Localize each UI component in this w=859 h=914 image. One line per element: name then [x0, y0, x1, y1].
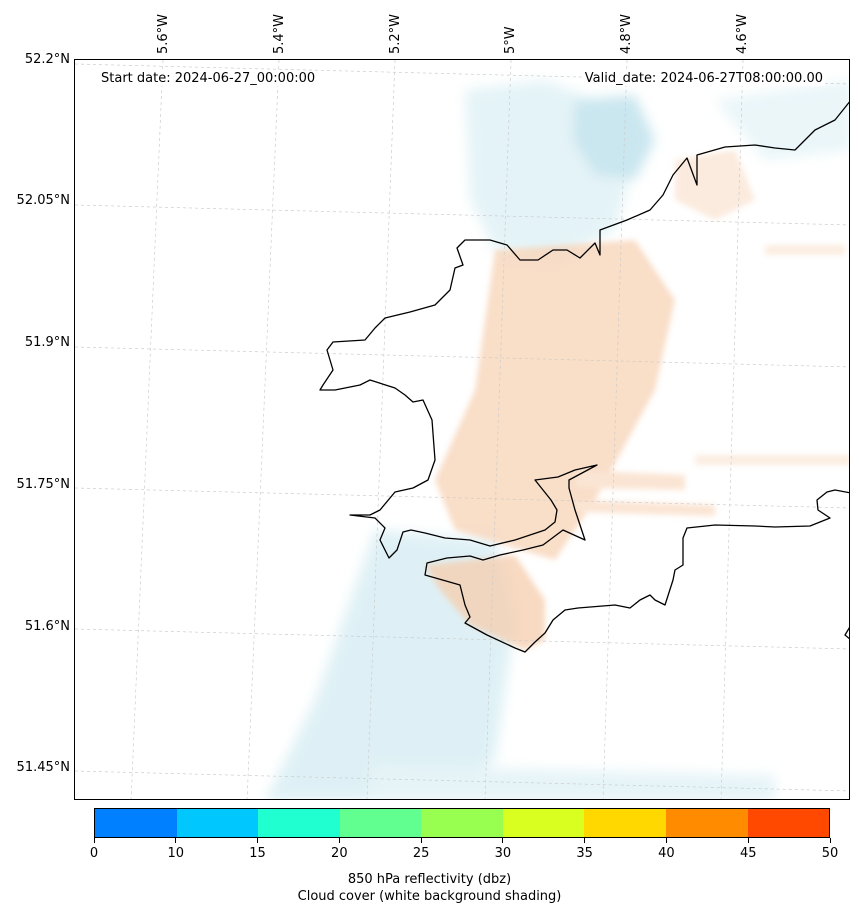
colorbar-tick-label: 20 — [331, 846, 348, 861]
colorbar-tick — [257, 838, 259, 843]
lon-label-5-6: 5.6°W — [156, 13, 171, 54]
colorbar-tick — [584, 838, 586, 843]
reflectivity-band-central — [435, 240, 675, 560]
lat-label-51-75: 51.75°N — [16, 477, 70, 492]
colorbar-tick — [665, 838, 667, 843]
colorbar-segment — [665, 809, 748, 837]
colorbar-tick — [502, 838, 504, 843]
colorbar-tick — [175, 838, 177, 843]
colorbar-tick — [829, 838, 831, 843]
map-panel[interactable]: Start date: 2024-06-27_00:00:00 Valid_da… — [74, 59, 850, 800]
lon-label-4-8: 4.8°W — [619, 13, 634, 54]
colorbar-segment — [421, 809, 503, 837]
colorbar-tick-label: 30 — [494, 846, 512, 861]
reflectivity-patch-north — [675, 150, 755, 220]
colorbar-tick-label: 15 — [249, 846, 266, 861]
cloud-blob-top — [573, 95, 655, 180]
colorbar-tick-label: 0 — [89, 846, 99, 861]
colorbar-tick-label: 25 — [412, 846, 430, 861]
reflectivity-patch-east — [765, 245, 845, 255]
lat-label-51-9: 51.9°N — [24, 335, 70, 350]
colorbar-tick — [420, 838, 422, 843]
colorbar-segment — [747, 809, 830, 837]
colorbar-tick-label: 50 — [821, 846, 839, 861]
lat-label-51-6: 51.6°N — [24, 619, 70, 634]
colorbar-segment — [258, 809, 340, 837]
colorbar-tick — [93, 838, 95, 843]
reflectivity-strip-1 — [575, 470, 685, 490]
coastline-east-fragment — [844, 627, 849, 640]
valid-date-label: Valid_date: 2024-06-27T08:00:00.00 — [582, 71, 825, 86]
reflectivity-peninsula-south — [425, 555, 545, 650]
lon-label-5-4: 5.4°W — [272, 13, 287, 54]
colorbar-segment — [95, 809, 177, 837]
reflectivity-strip-2 — [575, 500, 715, 516]
colorbar-segment — [339, 809, 422, 837]
lat-label-52-2: 52.2°N — [24, 52, 70, 67]
colorbar-tick-label: 35 — [576, 846, 593, 861]
gridlines — [75, 60, 849, 799]
reflectivity-strip-east — [695, 455, 849, 465]
lon-label-5-0: 5°W — [503, 26, 518, 54]
colorbar-tick-label: 10 — [167, 846, 185, 861]
lon-label-5-2: 5.2°W — [388, 13, 403, 54]
reflectivity-layer — [425, 150, 849, 650]
colorbar-tick-label: 45 — [739, 846, 757, 861]
colorbar-tick — [747, 838, 749, 843]
colorbar-sublabel: Cloud cover (white background shading) — [297, 889, 562, 904]
colorbar-segment — [584, 809, 666, 837]
coastline — [319, 101, 849, 653]
map-canvas — [75, 60, 849, 799]
colorbar — [94, 808, 830, 838]
lat-label-51-45: 51.45°N — [16, 760, 70, 775]
colorbar-segment — [502, 809, 585, 837]
start-date-label: Start date: 2024-06-27_00:00:00 — [99, 71, 318, 86]
lat-label-52-05: 52.05°N — [16, 193, 70, 208]
colorbar-tick-label: 40 — [658, 846, 675, 861]
lon-label-4-6: 4.6°W — [735, 13, 750, 54]
colorbar-label: 850 hPa reflectivity (dbz) — [347, 872, 512, 887]
cloud-patch-east — [715, 80, 849, 160]
colorbar-segment — [176, 809, 259, 837]
cloud-band-bottom — [365, 765, 775, 799]
colorbar-tick — [338, 838, 340, 843]
